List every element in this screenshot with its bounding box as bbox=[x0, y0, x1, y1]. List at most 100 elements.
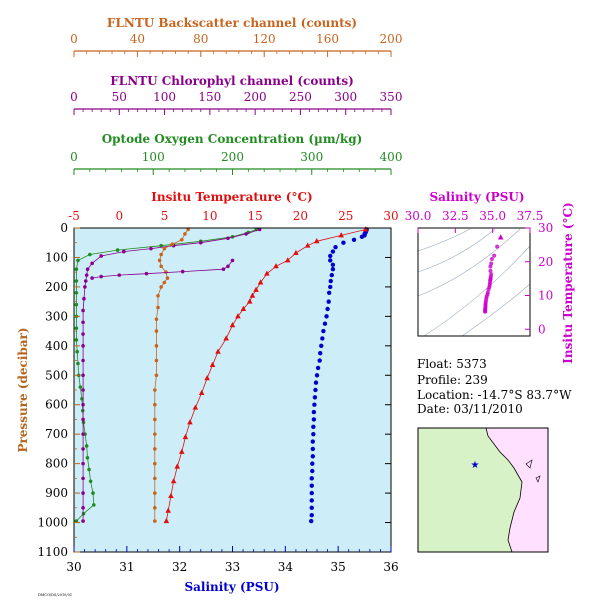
ts-density-contour bbox=[423, 245, 531, 337]
chlorophyll-point bbox=[99, 254, 103, 258]
temperature-tick-label: 25 bbox=[338, 209, 353, 223]
salinity-point bbox=[329, 272, 335, 278]
chlorophyll-point bbox=[84, 273, 89, 277]
oxygen-point bbox=[81, 511, 86, 516]
backscatter-point bbox=[186, 227, 190, 232]
backscatter-axis: 0 40 80 120 160 200 bbox=[70, 32, 402, 57]
backscatter-tick-label: 160 bbox=[316, 32, 339, 46]
oxygen-point bbox=[74, 338, 79, 342]
pressure-tick-label: 1000 bbox=[37, 516, 68, 530]
ts-point bbox=[497, 234, 504, 240]
salinity-point bbox=[333, 244, 338, 250]
salinity-point bbox=[321, 328, 326, 334]
ts-temperature-axis-title: Insitu Temperature (°C) bbox=[561, 202, 575, 363]
salinity-axis: 30 31 32 33 34 35 36 bbox=[66, 546, 399, 574]
backscatter-point bbox=[183, 232, 187, 236]
chlorophyll-point bbox=[81, 506, 85, 510]
salinity-point bbox=[322, 321, 328, 326]
oxygen-point bbox=[81, 420, 86, 425]
oxygen-point bbox=[115, 248, 120, 252]
chlorophyll-series-line bbox=[82, 229, 260, 522]
temperature-point bbox=[165, 507, 171, 513]
temperature-point bbox=[163, 517, 170, 524]
ts-temperature-axis: 0 10 20 30 bbox=[525, 221, 553, 336]
chlorophyll-point bbox=[122, 249, 126, 254]
chlorophyll-point bbox=[226, 236, 230, 241]
salinity-point bbox=[311, 424, 316, 430]
salinity-point bbox=[351, 237, 357, 242]
chlorophyll-point bbox=[81, 476, 85, 481]
salinity-point bbox=[326, 290, 332, 295]
backscatter-point bbox=[154, 373, 159, 378]
salinity-point bbox=[313, 380, 319, 385]
salinity-point bbox=[341, 240, 346, 245]
chlorophyll-secondary-point bbox=[90, 276, 94, 280]
salinity-tick-label: 34 bbox=[278, 560, 294, 574]
ts-x-tick-label: 35.0 bbox=[479, 209, 506, 223]
salinity-point bbox=[359, 234, 365, 240]
chlorophyll-secondary-point bbox=[221, 267, 226, 272]
salinity-point bbox=[328, 253, 333, 259]
salinity-point bbox=[309, 476, 314, 481]
chlorophyll-axis-title: FLNTU Chlorophyl channel (counts) bbox=[110, 74, 354, 88]
pressure-tick-label: 500 bbox=[45, 368, 68, 382]
ts-density-contour bbox=[461, 283, 531, 337]
salinity-point bbox=[328, 278, 333, 284]
backscatter-point bbox=[153, 388, 157, 392]
chlorophyll-point bbox=[81, 388, 85, 392]
ts-points bbox=[483, 234, 504, 314]
pressure-tick-label: 900 bbox=[45, 486, 68, 500]
chlorophyll-point bbox=[81, 402, 85, 407]
salinity-point bbox=[330, 267, 336, 272]
ts-y-tick-label: 20 bbox=[538, 255, 553, 269]
backscatter-point bbox=[159, 285, 163, 289]
map-lakes bbox=[525, 459, 541, 483]
oxygen-point bbox=[88, 479, 93, 484]
ts-density-contour bbox=[417, 228, 521, 297]
oxygen-point bbox=[91, 491, 95, 495]
salinity-point bbox=[313, 387, 318, 393]
temperature-point bbox=[304, 242, 311, 248]
temperature-point bbox=[257, 279, 264, 285]
oxygen-point bbox=[74, 302, 79, 307]
ts-salinity-axis: 30.0 32.5 35.0 37.5 bbox=[405, 209, 543, 233]
temperature-axis: -5 0 5 10 15 20 25 30 bbox=[68, 209, 399, 234]
chlorophyll-point bbox=[81, 308, 85, 313]
salinity-tick-label: 30 bbox=[66, 560, 81, 574]
temperature-tick-label: 20 bbox=[293, 209, 308, 223]
temperature-point bbox=[204, 375, 210, 381]
pressure-axis: 0 100 200 300 400 500 600 700 800 900 1000 1100 bbox=[37, 221, 391, 559]
chlorophyll-tick-label: 200 bbox=[244, 90, 267, 104]
oxygen-point bbox=[78, 385, 83, 389]
chlorophyll-tick-label: 300 bbox=[334, 90, 357, 104]
chlorophyll-point bbox=[82, 296, 86, 301]
temperature-point bbox=[249, 292, 256, 298]
oxygen-point bbox=[88, 252, 92, 257]
salinity-tick-label: 31 bbox=[119, 560, 134, 574]
pressure-axis-title: Pressure (decibar) bbox=[16, 327, 30, 452]
temperature-point bbox=[198, 389, 205, 395]
chlorophyll-tick-label: 150 bbox=[198, 90, 221, 104]
chlorophyll-point bbox=[257, 227, 262, 232]
info-float: Float: 5373 bbox=[417, 357, 487, 371]
temperature-tick-label: -5 bbox=[68, 209, 80, 223]
temperature-point bbox=[235, 313, 241, 319]
ts-y-tick-label: 10 bbox=[538, 289, 553, 303]
chlorophyll-point bbox=[85, 267, 90, 272]
salinity-axis-title: Salinity (PSU) bbox=[184, 580, 279, 594]
salinity-point bbox=[310, 446, 316, 452]
oxygen-point bbox=[76, 258, 80, 263]
info-profile: Profile: 239 bbox=[417, 373, 488, 387]
ts-salinity-axis-title: Salinity (PSU) bbox=[429, 190, 524, 204]
ts-density-contour bbox=[417, 228, 471, 252]
oxygen-point bbox=[74, 326, 79, 330]
chlorophyll-point bbox=[81, 373, 85, 378]
pressure-tick-label: 1100 bbox=[37, 545, 68, 559]
chlorophyll-tick-label: 100 bbox=[153, 90, 176, 104]
chlorophyll-point bbox=[81, 432, 85, 436]
chlorophyll-secondary-point bbox=[99, 274, 103, 279]
temperature-tick-label: 5 bbox=[161, 209, 169, 223]
oxygen-point bbox=[84, 444, 89, 448]
pressure-tick-label: 0 bbox=[60, 221, 68, 235]
